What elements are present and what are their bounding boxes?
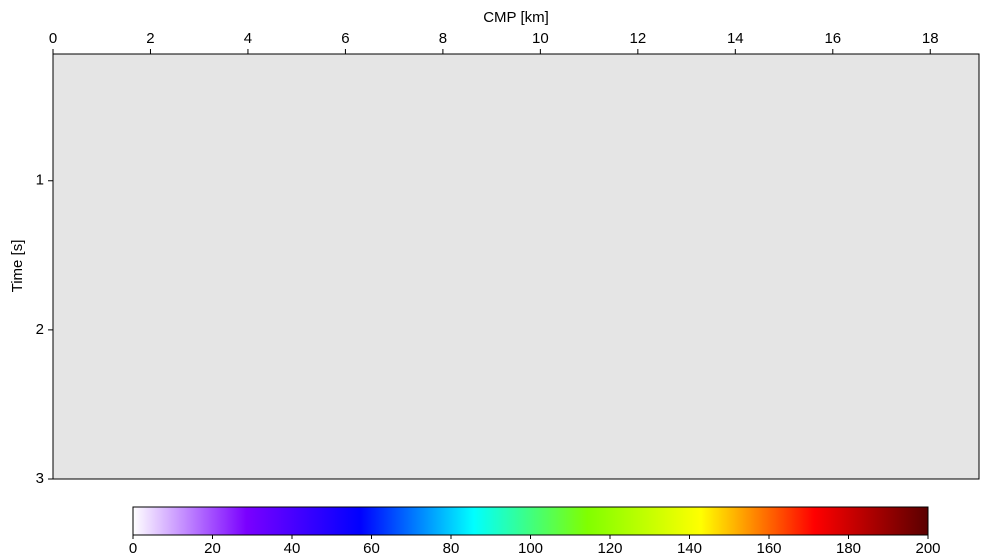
colorbar-tick-label: 200 — [915, 540, 940, 555]
colorbar-tick-label: 60 — [363, 540, 380, 555]
x-tick-label: 18 — [922, 30, 939, 47]
x-tick-label: 10 — [532, 30, 549, 47]
colorbar-tick-label: 120 — [597, 540, 622, 555]
y-tick-label: 1 — [36, 172, 44, 189]
plot-frame — [52, 53, 980, 480]
x-axis-label: CMP [km] — [483, 9, 549, 26]
x-tick-label: 2 — [146, 30, 154, 47]
y-axis-label: Time [s] — [9, 240, 26, 293]
colorbar-tick-label: 80 — [443, 540, 460, 555]
x-tick-label: 16 — [824, 30, 841, 47]
colorbar-tick-label: 20 — [204, 540, 221, 555]
y-tick-label: 2 — [36, 321, 44, 338]
colorbar-tick-label: 180 — [836, 540, 861, 555]
image-area — [53, 54, 979, 479]
x-tick-label: 0 — [49, 30, 57, 47]
colorbar-tick-label: 40 — [284, 540, 301, 555]
x-tick-label: 4 — [244, 30, 252, 47]
x-tick-label: 8 — [439, 30, 447, 47]
x-tick-label: 6 — [341, 30, 349, 47]
colorbar-tick-label: 160 — [756, 540, 781, 555]
colorbar — [132, 506, 929, 536]
x-tick-label: 12 — [629, 30, 646, 47]
colorbar-tick-label: 140 — [677, 540, 702, 555]
colorbar-tick-label: 100 — [518, 540, 543, 555]
x-tick-label: 14 — [727, 30, 744, 47]
y-tick-label: 3 — [36, 470, 44, 487]
colorbar-tick-label: 0 — [129, 540, 137, 555]
